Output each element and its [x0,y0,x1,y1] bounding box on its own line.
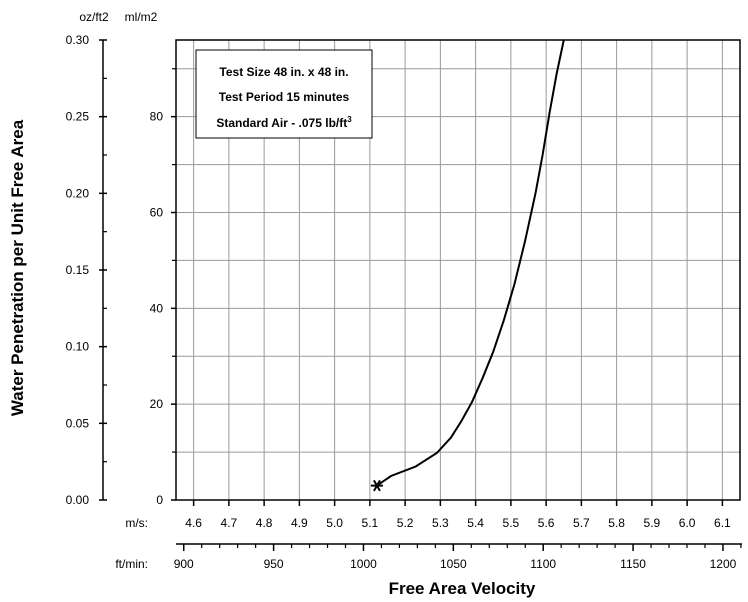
x-ms-tick-label: 4.7 [221,516,238,530]
x-ms-tick-label: 5.8 [608,516,625,530]
y-unit-oz: oz/ft2 [79,10,109,24]
x-ms-tick-label: 5.2 [397,516,414,530]
y-oz-tick-label: 0.30 [66,33,90,47]
x-ms-tick-label: 4.6 [185,516,202,530]
y-ml-tick-label: 80 [150,110,164,124]
x-ms-tick-label: 5.7 [573,516,590,530]
x-ft-tick-label: 1050 [440,557,467,571]
x-ft-tick-label: 1150 [620,557,646,571]
y-oz-tick-label: 0.25 [66,110,90,124]
annotation-line: Test Period 15 minutes [219,90,350,104]
x-ms-tick-label: 6.0 [679,516,696,530]
start-marker [370,479,383,492]
x-axis-title: Free Area Velocity [389,579,536,598]
annotation-text: Standard Air - .075 lb/ft [216,116,347,130]
x-axis-ms: 4.6 4.7 4.8 4.9 5.0 5.1 5.2 5.3 5.4 5.5 5.6 5.7 5.8 5… [185,500,731,530]
x-ms-tick-label: 5.9 [644,516,661,530]
x-ms-tick-label: 6.1 [714,516,731,530]
y-axis-oz: 0.00 0.05 0.10 0.15 0.20 0.25 0.30 [66,33,107,507]
x-ms-tick-label: 5.6 [538,516,555,530]
x-ms-tick-label: 5.4 [467,516,484,530]
y-axis-ml: 0 20 40 60 80 [150,68,176,507]
annotation-frame [195,49,373,139]
x-ft-tick-label: 1100 [530,557,556,571]
x-ft-tick-label: 1200 [710,557,737,571]
y-ml-tick-label: 60 [150,206,164,220]
x-unit-ms: m/s: [125,516,148,530]
series-line [370,39,565,492]
y-ml-tick-label: 20 [150,397,164,411]
x-ms-tick-label: 5.1 [362,516,379,530]
plot-frame [175,39,741,501]
y-unit-ml: ml/m2 [125,10,158,24]
y-oz-tick-label: 0.05 [66,416,90,430]
annotation-line: Standard Air - .075 lb/ft3 [216,115,352,130]
annotation-sup: 3 [347,115,352,124]
x-ft-tick-label: 900 [174,557,194,571]
x-ft-tick-label: 950 [264,557,284,571]
y-ml-tick-label: 0 [156,493,163,507]
y-oz-tick-label: 0.10 [66,340,90,354]
x-ms-tick-label: 4.9 [291,516,308,530]
x-axis-ftmin: 900 950 1000 1050 1100 1150 1200 [174,543,742,571]
series-path [376,39,565,487]
x-ft-tick-label: 1000 [350,557,377,571]
x-ms-tick-label: 5.3 [432,516,449,530]
marker-stroke [373,479,381,492]
annotation-text: Test Size 48 in. x 48 in. [219,65,348,79]
x-ms-tick-label: 5.0 [326,516,343,530]
annotation-box: Test Size 48 in. x 48 in. Test Period 15 … [195,49,373,139]
x-ms-tick-label: 4.8 [256,516,273,530]
plot-border [175,39,741,501]
y-ml-tick-label: 40 [150,301,164,315]
x-unit-ftmin: ft/min: [115,557,148,571]
y-oz-tick-label: 0.15 [66,263,90,277]
annotation-text: Test Period 15 minutes [219,90,350,104]
y-oz-tick-label: 0.00 [66,493,90,507]
y-axis-title: Water Penetration per Unit Free Area [8,119,27,416]
x-ms-tick-label: 5.5 [503,516,520,530]
y-oz-tick-label: 0.20 [66,186,90,200]
annotation-line: Test Size 48 in. x 48 in. [219,65,348,79]
